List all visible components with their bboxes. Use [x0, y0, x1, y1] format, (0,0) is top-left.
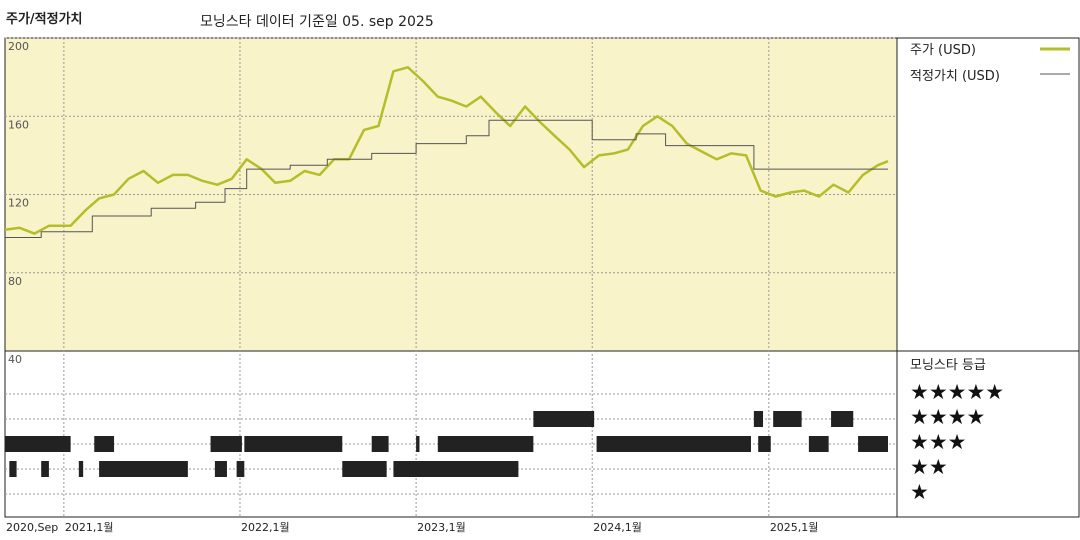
series-lines [4, 66, 889, 238]
rating-3-star-segment [596, 436, 751, 452]
rating-3-star-segment [210, 436, 242, 452]
rating-4-star-segment [773, 411, 802, 427]
rating-2-star-segment [78, 461, 84, 477]
x-tick-label: 2023,1월 [417, 521, 466, 534]
rating-history [5, 411, 888, 477]
price-line [4, 66, 889, 235]
rating-4-star-segment [753, 411, 764, 427]
rating-4-star-segment [533, 411, 595, 427]
legend: 주가 (USD) 적정가치 (USD) 모닝스타 등급 ★★★★★ ★★★★ ★… [910, 43, 1070, 504]
y-tick-label: 40 [8, 353, 22, 366]
y-axis-ticks: 200 160 120 80 40 [8, 40, 29, 366]
x-tick-label: 2020,Sep [6, 521, 58, 534]
data-date-subtitle: 모닝스타 데이터 기준일 05. sep 2025 [200, 14, 434, 30]
chart-header: 주가/적정가치 모닝스타 데이터 기준일 05. sep 2025 [0, 0, 1080, 38]
rating-3-star-segment [758, 436, 771, 452]
legend-star-1: ★ [910, 480, 929, 504]
rating-2-star-segment [236, 461, 245, 477]
rating-3-star-segment [371, 436, 389, 452]
rating-2-star-segment [41, 461, 49, 477]
x-tick-label: 2022,1월 [241, 521, 290, 534]
x-tick-label: 2025,1월 [770, 521, 819, 534]
x-tick-label: 2021,1월 [65, 521, 114, 534]
rating-3-star-segment [244, 436, 343, 452]
y-tick-label: 80 [8, 275, 22, 288]
rating-4-star-segment [831, 411, 854, 427]
rating-2-star-segment [342, 461, 387, 477]
rating-3-star-segment [858, 436, 888, 452]
legend-star-3: ★★★ [910, 430, 966, 454]
y-tick-label: 120 [8, 197, 29, 210]
rating-3-star-segment [808, 436, 829, 452]
legend-star-2: ★★ [910, 455, 948, 479]
rating-3-star-segment [416, 436, 420, 452]
legend-star-4: ★★★★ [910, 405, 985, 429]
rating-2-star-segment [99, 461, 188, 477]
x-tick-label: 2024,1월 [593, 521, 642, 534]
legend-price-label: 주가 (USD) [910, 43, 976, 58]
legend-fair-label: 적정가치 (USD) [910, 69, 1000, 84]
rating-2-star-segment [9, 461, 17, 477]
rating-2-star-segment [214, 461, 227, 477]
rating-2-star-segment [393, 461, 519, 477]
rating-3-star-segment [94, 436, 115, 452]
rating-3-star-segment [437, 436, 534, 452]
legend-star-5: ★★★★★ [910, 380, 1004, 404]
y-tick-label: 160 [8, 118, 29, 131]
chart-title: 주가/적정가치 [6, 12, 83, 27]
x-axis-ticks: 2020,Sep 2021,1월 2022,1월 2023,1월 2024,1월 2025… [6, 521, 818, 534]
legend-rating-title: 모닝스타 등급 [910, 358, 986, 373]
y-tick-label: 200 [8, 40, 29, 53]
fair-value-line [5, 119, 888, 238]
rating-3-star-segment [5, 436, 71, 452]
